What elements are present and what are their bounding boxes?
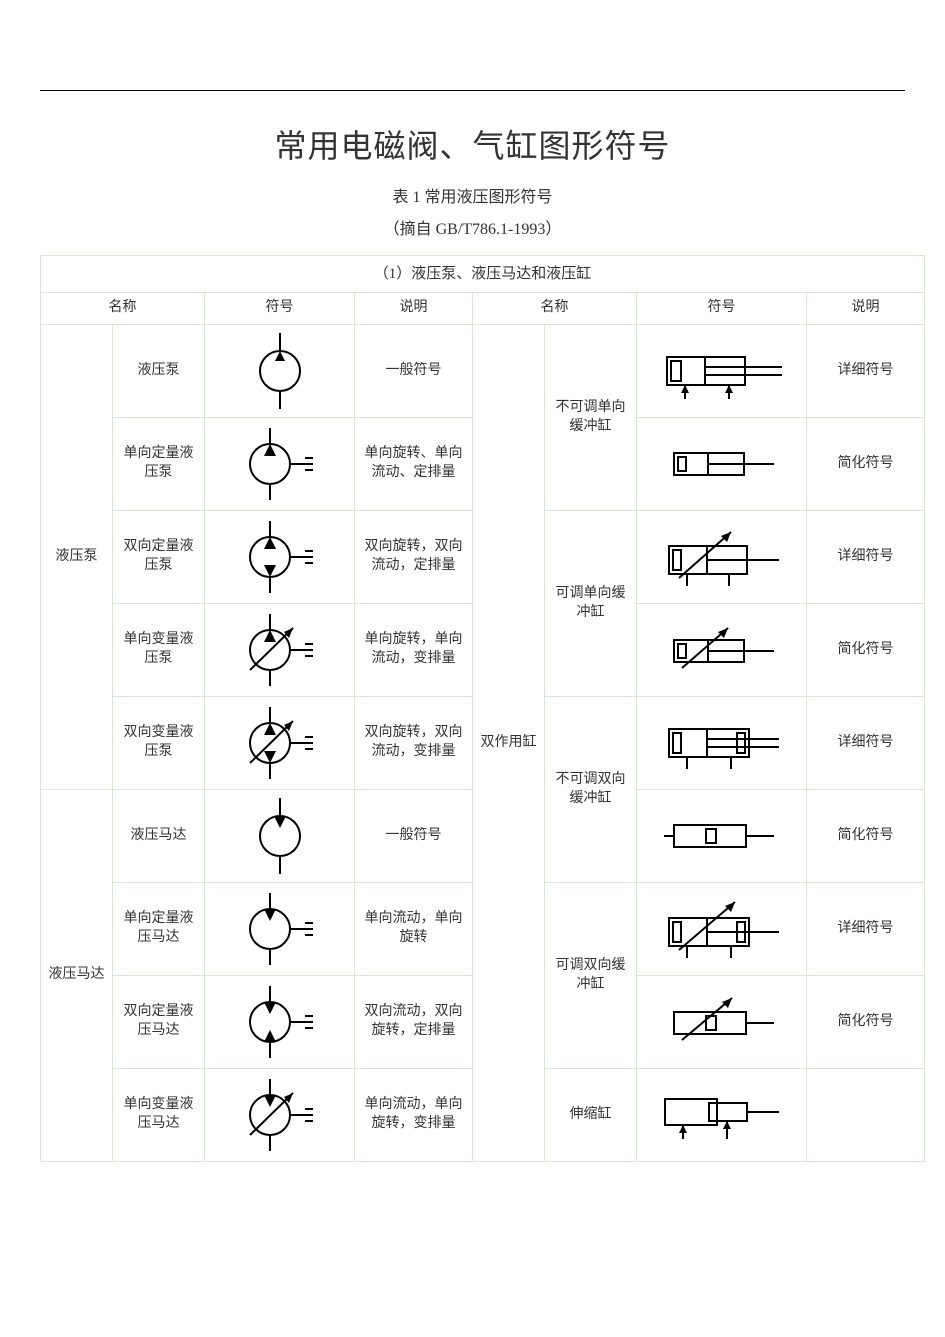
group-label: 双作用缸	[473, 325, 545, 1162]
item-name: 单向变量液压马达	[113, 1069, 205, 1162]
section-heading: （1）液压泵、液压马达和液压缸	[41, 256, 925, 293]
motor-uni-var-icon	[235, 1075, 325, 1155]
hdr-name-r: 名称	[473, 293, 637, 325]
group-label: 液压泵	[41, 325, 113, 790]
item-name: 伸缩缸	[545, 1069, 637, 1162]
symbol-cell	[205, 511, 355, 604]
hdr-symbol-l: 符号	[205, 293, 355, 325]
pump-uni-var-icon	[235, 610, 325, 690]
top-rule	[40, 90, 905, 91]
symbol-cell	[637, 976, 807, 1069]
item-name: 可调单向缓冲缸	[545, 511, 637, 697]
header-row: 名称 符号 说明 名称 符号 说明	[41, 293, 925, 325]
cyl-fixed-single-detail-icon	[657, 339, 787, 403]
item-name: 单向定量液压马达	[113, 883, 205, 976]
item-desc: 简化符号	[807, 604, 925, 697]
item-name: 单向变量液压泵	[113, 604, 205, 697]
symbol-cell	[205, 604, 355, 697]
item-desc: 详细符号	[807, 325, 925, 418]
symbol-cell	[205, 790, 355, 883]
symbol-cell	[637, 325, 807, 418]
item-desc: 单向流动，单向旋转，变排量	[355, 1069, 473, 1162]
item-desc: 单向旋转、单向流动、定排量	[355, 418, 473, 511]
pump-uni-fixed-icon	[235, 424, 325, 504]
item-desc: 双向旋转，双向流动，定排量	[355, 511, 473, 604]
cyl-telescopic-icon	[657, 1085, 787, 1145]
hdr-desc-r: 说明	[807, 293, 925, 325]
hdr-symbol-r: 符号	[637, 293, 807, 325]
cyl-fixed-single-simple-icon	[662, 439, 782, 489]
section-row: （1）液压泵、液压马达和液压缸	[41, 256, 925, 293]
symbol-cell	[205, 418, 355, 511]
pump-general-icon	[245, 331, 315, 411]
item-desc: 简化符号	[807, 790, 925, 883]
item-name: 可调双向缓冲缸	[545, 883, 637, 1069]
item-desc: 简化符号	[807, 418, 925, 511]
item-desc: 双向旋转，双向流动，变排量	[355, 697, 473, 790]
item-desc: 详细符号	[807, 511, 925, 604]
motor-general-icon	[245, 796, 315, 876]
cyl-adj-double-detail-icon	[657, 894, 787, 964]
item-name: 双向定量液压泵	[113, 511, 205, 604]
symbol-cell	[637, 697, 807, 790]
pump-bi-fixed-icon	[235, 517, 325, 597]
item-desc	[807, 1069, 925, 1162]
item-name: 不可调双向缓冲缸	[545, 697, 637, 883]
symbol-cell	[637, 511, 807, 604]
item-name: 双向定量液压马达	[113, 976, 205, 1069]
symbol-table: （1）液压泵、液压马达和液压缸 名称 符号 说明 名称 符号 说明 液压泵 液压…	[40, 255, 925, 1162]
cyl-fixed-double-simple-icon	[662, 811, 782, 861]
item-name: 不可调单向缓冲缸	[545, 325, 637, 511]
symbol-cell	[205, 1069, 355, 1162]
page-title: 常用电磁阀、气缸图形符号	[40, 121, 905, 167]
subtitle: 表 1 常用液压图形符号	[40, 183, 905, 207]
item-desc: 详细符号	[807, 883, 925, 976]
cyl-fixed-double-detail-icon	[657, 713, 787, 773]
hdr-desc-l: 说明	[355, 293, 473, 325]
cyl-adj-double-simple-icon	[662, 992, 782, 1052]
item-name: 液压泵	[113, 325, 205, 418]
source-line: （摘自 GB/T786.1-1993）	[40, 215, 905, 239]
symbol-cell	[637, 790, 807, 883]
item-name: 单向定量液压泵	[113, 418, 205, 511]
table-row: 液压泵 液压泵 一般符号 双作用缸 不可调单向缓冲缸	[41, 325, 925, 418]
item-desc: 单向旋转，单向流动，变排量	[355, 604, 473, 697]
item-name: 双向变量液压泵	[113, 697, 205, 790]
item-desc: 详细符号	[807, 697, 925, 790]
motor-uni-fixed-icon	[235, 889, 325, 969]
item-name: 液压马达	[113, 790, 205, 883]
item-desc: 一般符号	[355, 325, 473, 418]
symbol-cell	[205, 325, 355, 418]
symbol-cell	[637, 1069, 807, 1162]
symbol-cell	[637, 604, 807, 697]
group-label: 液压马达	[41, 790, 113, 1162]
motor-bi-fixed-icon	[235, 982, 325, 1062]
item-desc: 双向流动，双向旋转，定排量	[355, 976, 473, 1069]
symbol-cell	[637, 418, 807, 511]
cyl-adj-single-simple-icon	[662, 620, 782, 680]
cyl-adj-single-detail-icon	[657, 522, 787, 592]
item-desc: 简化符号	[807, 976, 925, 1069]
item-desc: 一般符号	[355, 790, 473, 883]
symbol-cell	[205, 697, 355, 790]
symbol-cell	[205, 976, 355, 1069]
symbol-cell	[637, 883, 807, 976]
hdr-name-l: 名称	[41, 293, 205, 325]
symbol-cell	[205, 883, 355, 976]
item-desc: 单向流动，单向旋转	[355, 883, 473, 976]
pump-bi-var-icon	[235, 703, 325, 783]
